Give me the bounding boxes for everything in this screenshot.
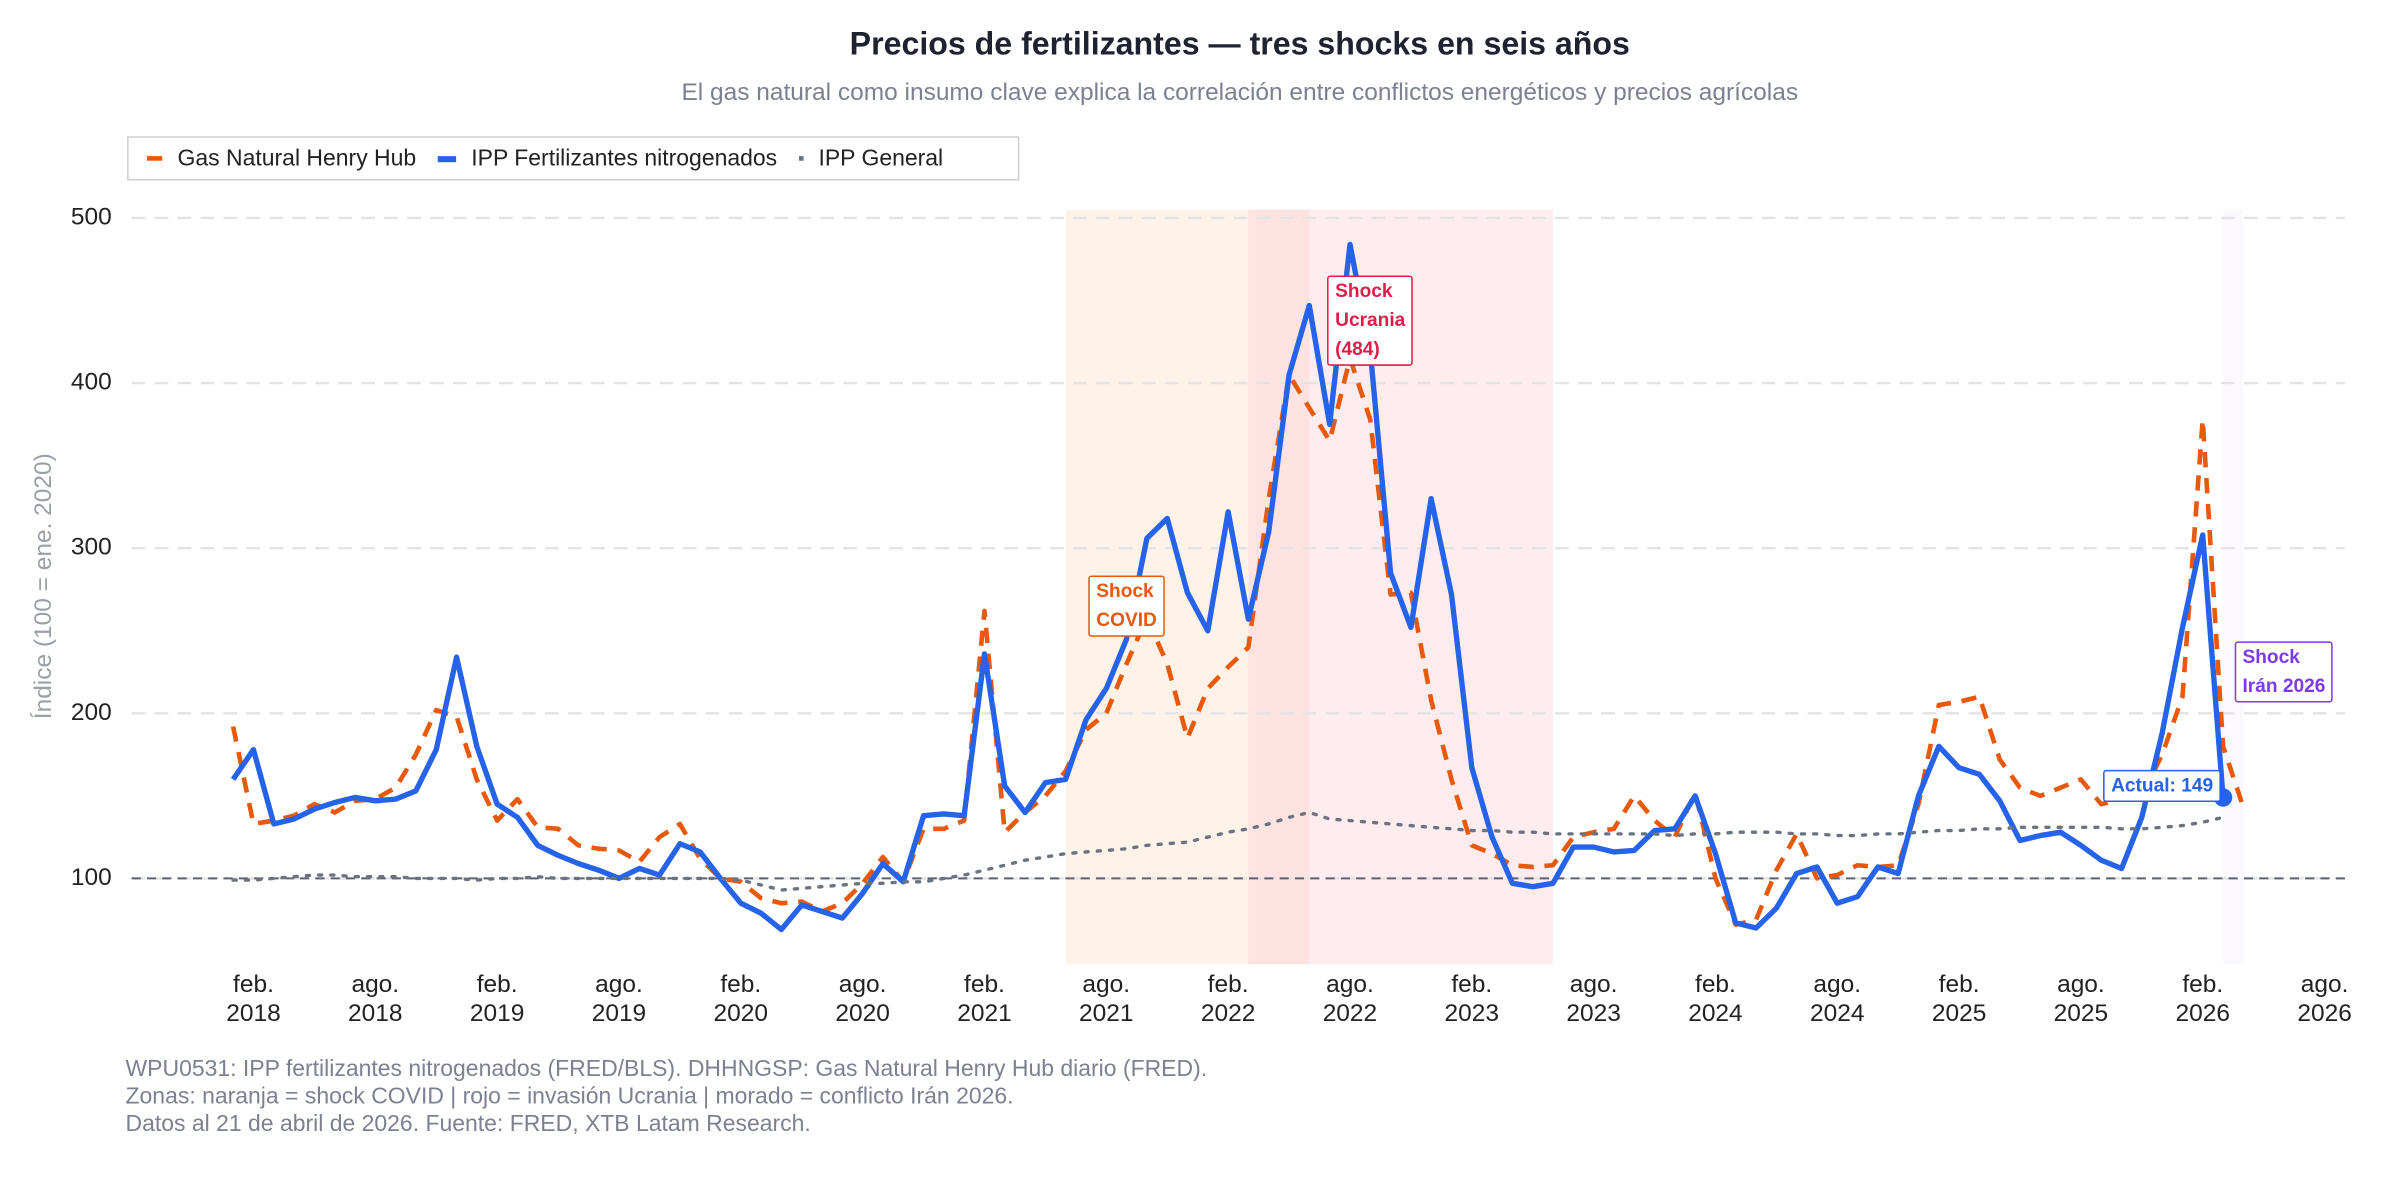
- legend-label: IPP General: [818, 145, 944, 172]
- annotation-box: Shock COVID: [974, 529, 1280, 682]
- legend-label: IPP Fertilizantes nitrogenados: [471, 145, 778, 172]
- legend-item: IPP Fertilizantes nitrogenados: [437, 145, 778, 172]
- x-tick-box: feb. 2025: [1898, 970, 2020, 1028]
- x-tick-label: ago. 2021: [1079, 971, 1134, 1028]
- x-tick-label: feb. 2023: [1411, 970, 1533, 1028]
- x-tick-label: feb. 2019: [436, 970, 558, 1028]
- x-tick-box: ago. 2024: [1776, 970, 1898, 1028]
- legend-key: [798, 156, 804, 161]
- notes: WPU0531: IPP fertilizantes nitrogenados …: [126, 1056, 1657, 1139]
- x-tick-box: ago. 2019: [558, 970, 680, 1028]
- x-tick-label: feb. 2018: [226, 971, 281, 1028]
- x-tick-label: feb. 2019: [469, 971, 525, 1028]
- x-tick-label: feb. 2026: [2142, 970, 2264, 1028]
- x-tick-label: ago. 2022: [1289, 970, 1411, 1028]
- x-tick-label: ago. 2020: [835, 971, 890, 1028]
- annotation: Shock COVID: [974, 529, 1280, 682]
- x-tick-label: feb. 2022: [1200, 971, 1256, 1028]
- series-line: [231, 810, 2225, 892]
- legend-label: Gas Natural Henry Hub: [177, 145, 417, 172]
- x-tick-label: feb. 2025: [1931, 971, 1987, 1028]
- y-tick-label: 400: [71, 369, 112, 396]
- x-tick-box: ago. 2023: [1532, 970, 1654, 1028]
- x-tick-box: feb. 2019: [436, 970, 558, 1028]
- y-axis-label: Índice (100 = ene. 2020): [30, 453, 57, 719]
- legend-key: [146, 156, 163, 161]
- x-tick-label: feb. 2024: [1654, 970, 1776, 1028]
- x-tick-box: ago. 2020: [801, 970, 923, 1028]
- x-tick-label: feb. 2021: [923, 970, 1045, 1028]
- annotation-box: Shock Ucrania (484): [1217, 244, 1523, 397]
- y-tick-label: 300: [71, 534, 112, 561]
- x-tick-box: ago. 2025: [2020, 970, 2142, 1028]
- x-tick-label: ago. 2025: [2053, 971, 2109, 1028]
- chart-subtitle: El gas natural como insumo clave explica…: [681, 79, 1798, 106]
- annotation: Shock Irán 2026: [2131, 595, 2400, 748]
- x-tick-box: feb. 2020: [680, 970, 802, 1028]
- x-tick-box: ago. 2018: [314, 970, 436, 1028]
- x-tick-box: feb. 2023: [1411, 970, 1533, 1028]
- x-tick-label: ago. 2024: [1776, 970, 1898, 1028]
- x-tick-label: ago. 2019: [591, 971, 647, 1028]
- x-tick-label: ago. 2025: [2020, 970, 2142, 1028]
- annotation-text: Actual: 149: [2103, 769, 2221, 803]
- x-tick-label: feb. 2020: [680, 970, 802, 1028]
- x-tick-label: feb. 2023: [1444, 971, 1499, 1028]
- x-tick-label: ago. 2026: [2297, 971, 2352, 1028]
- note-line: Zonas: naranja = shock COVID | rojo = in…: [125, 1083, 1014, 1110]
- x-tick-label: ago. 2023: [1532, 970, 1654, 1028]
- shock-zone: [2223, 209, 2244, 965]
- legend-item: Gas Natural Henry Hub: [146, 145, 417, 172]
- note-line: WPU0531: IPP fertilizantes nitrogenados …: [125, 1056, 1208, 1083]
- note-line: Datos al 21 de abril de 2026. Fuente: FR…: [125, 1111, 811, 1138]
- annotation: Actual: 149: [2009, 709, 2315, 862]
- x-tick-label: feb. 2018: [192, 970, 314, 1028]
- x-tick-label: ago. 2024: [1810, 971, 1865, 1028]
- y-tick-label: 100: [71, 864, 112, 891]
- legend: Gas Natural Henry Hub IPP Fertilizantes n…: [127, 136, 1020, 181]
- x-tick-label: feb. 2022: [1167, 970, 1289, 1028]
- x-tick-label: ago. 2019: [558, 970, 680, 1028]
- x-tick-label: ago. 2023: [1566, 971, 1621, 1028]
- annotation-text: Shock Irán 2026: [2234, 641, 2334, 703]
- x-tick-label: feb. 2024: [1688, 971, 1743, 1028]
- x-tick-label: feb. 2020: [713, 971, 769, 1028]
- x-tick-box: ago. 2026: [2263, 970, 2385, 1028]
- x-tick-label: ago. 2018: [348, 971, 403, 1028]
- x-tick-label: ago. 2021: [1045, 970, 1167, 1028]
- legend: Gas Natural Henry Hub IPP Fertilizantes n…: [127, 136, 1020, 181]
- x-tick-label: feb. 2025: [1898, 970, 2020, 1028]
- x-tick-label: feb. 2026: [2175, 971, 2230, 1028]
- annotation-text: Shock Ucrania (484): [1327, 275, 1413, 366]
- legend-key: [437, 155, 456, 162]
- x-tick-label: ago. 2026: [2263, 970, 2385, 1028]
- annotation-box: Actual: 149: [2009, 709, 2315, 862]
- x-tick-box: feb. 2021: [923, 970, 1045, 1028]
- chart-title: Precios de fertilizantes — tres shocks e…: [850, 25, 1630, 61]
- x-tick-box: feb. 2018: [192, 970, 314, 1028]
- y-tick-label: 200: [71, 699, 112, 726]
- x-tick-box: feb. 2024: [1654, 970, 1776, 1028]
- x-tick-label: ago. 2018: [314, 970, 436, 1028]
- x-tick-label: ago. 2022: [1322, 971, 1378, 1028]
- x-tick-box: feb. 2026: [2142, 970, 2264, 1028]
- annotation: Shock Ucrania (484): [1217, 244, 1523, 397]
- x-tick-box: ago. 2022: [1289, 970, 1411, 1028]
- notes: WPU0531: IPP fertilizantes nitrogenados …: [126, 1056, 1657, 1139]
- x-tick-label: feb. 2021: [957, 971, 1012, 1028]
- x-tick-box: ago. 2021: [1045, 970, 1167, 1028]
- series-line: [230, 241, 2226, 933]
- annotation-box: Shock Irán 2026: [2131, 595, 2400, 748]
- annotation-text: Shock COVID: [1088, 575, 1165, 637]
- x-tick-box: feb. 2022: [1167, 970, 1289, 1028]
- y-tick-label: 500: [71, 203, 112, 230]
- x-tick-label: ago. 2020: [801, 970, 923, 1028]
- legend-item: IPP General: [798, 145, 944, 172]
